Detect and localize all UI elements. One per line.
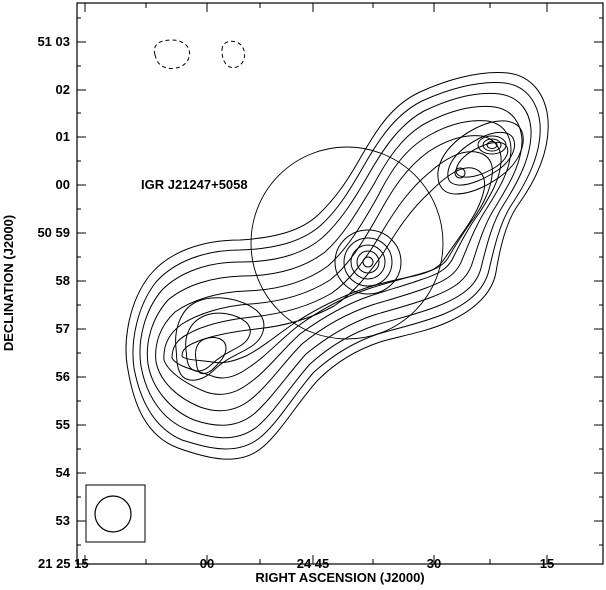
contour-level — [482, 138, 502, 152]
x-minor-ticks — [145, 3, 491, 564]
contour-level — [132, 81, 541, 450]
contour-level — [486, 141, 498, 149]
contour-level — [171, 151, 493, 379]
x-tick-label: 24 45 — [297, 556, 330, 571]
x-tick-labels: 21 25 15 00 24 45 30 15 — [38, 556, 554, 571]
x-tick-label: 21 25 15 — [38, 556, 89, 571]
y-tick-label: 02 — [56, 82, 70, 97]
contour-level — [155, 120, 512, 412]
contour-level — [362, 256, 374, 268]
contour-level — [195, 337, 227, 375]
contour-level — [334, 229, 402, 295]
y-tick-label: 00 — [56, 177, 70, 192]
contour-level — [343, 237, 393, 287]
y-axis-title: DECLINATION (J2000) — [1, 215, 16, 351]
central-source-contours — [334, 229, 402, 295]
beam-box — [85, 484, 146, 543]
contour-level — [175, 297, 265, 381]
contour-level — [477, 135, 507, 155]
southeast-peak-contours — [175, 297, 265, 381]
error-circle — [250, 146, 444, 340]
y-tick-label: 01 — [56, 129, 70, 144]
x-tick-label: 15 — [540, 556, 554, 571]
contour-level — [356, 250, 380, 274]
y-tick-label: 54 — [56, 465, 71, 480]
contour-level — [447, 131, 515, 186]
y-ticks — [77, 41, 603, 522]
x-axis-title: RIGHT ASCENSION (J2000) — [255, 570, 424, 585]
contour-level — [185, 312, 251, 372]
beam-ellipse — [94, 495, 132, 533]
contour-level — [163, 135, 502, 395]
contour-level — [146, 105, 523, 426]
contour-level — [139, 92, 532, 439]
y-tick-label: 56 — [56, 369, 70, 384]
x-ticks — [84, 3, 548, 564]
emission-contours — [125, 71, 549, 460]
y-tick-label: 57 — [56, 321, 70, 336]
contour-level — [454, 167, 466, 179]
source-label: IGR J21247+5058 — [141, 177, 248, 192]
y-tick-label: 55 — [56, 417, 70, 432]
y-tick-label: 50 59 — [37, 225, 70, 240]
y-tick-label: 51 03 — [37, 34, 70, 49]
y-tick-label: 53 — [56, 513, 70, 528]
x-tick-label: 00 — [200, 556, 214, 571]
y-tick-label: 58 — [56, 273, 70, 288]
contour-level — [350, 244, 386, 280]
y-tick-labels: 51 03 02 01 00 50 59 58 57 56 55 54 53 — [37, 34, 70, 528]
negative-contour — [221, 40, 246, 69]
contour-level — [181, 167, 486, 364]
negative-contour — [153, 39, 191, 69]
y-minor-ticks — [77, 17, 603, 546]
contour-level — [125, 71, 549, 460]
northwest-peak-contours — [437, 120, 524, 195]
x-tick-label: 30 — [427, 556, 441, 571]
contour-level — [437, 120, 524, 195]
plot-frame — [76, 2, 604, 565]
